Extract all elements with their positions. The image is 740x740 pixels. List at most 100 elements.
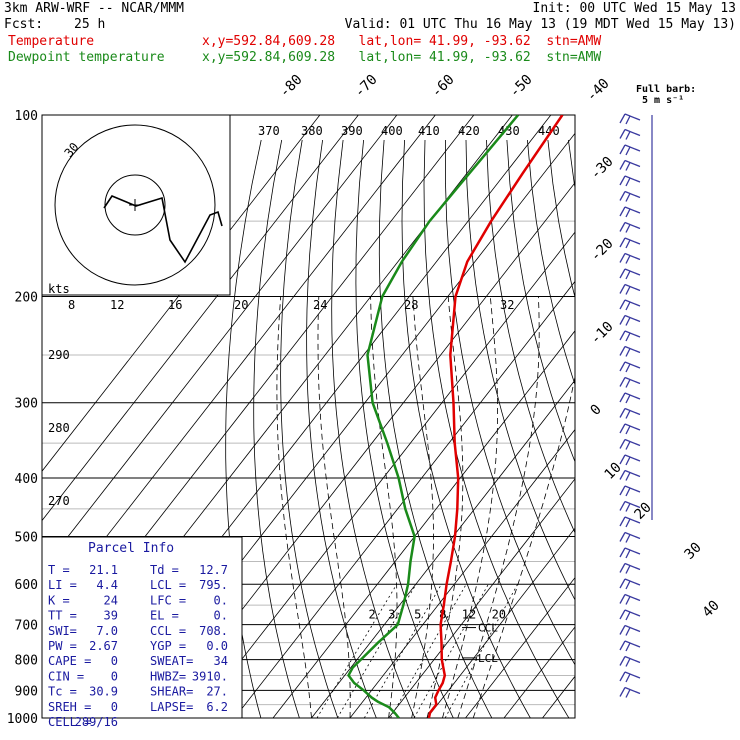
- parcel-value: 24: [104, 593, 118, 607]
- moist-adiabat--10: [276, 296, 312, 718]
- parcel-title: Parcel Info: [88, 541, 174, 556]
- parcel-key: SHEAR=: [150, 685, 193, 699]
- dry-adiabat-330: [423, 139, 570, 718]
- theta-label-270: 270: [48, 494, 70, 508]
- wind-barb: [619, 299, 641, 311]
- dry-adiabat-370: [506, 139, 575, 463]
- dry-adiabat-410: [589, 140, 740, 731]
- parcel-key: CELL =: [48, 715, 91, 729]
- hodograph-tick-8: 8: [68, 298, 75, 312]
- dry-adiabat-270: [280, 139, 339, 718]
- pressure-label-100: 100: [15, 109, 38, 124]
- moist-adiabat-32: [472, 375, 575, 718]
- wind-barb: [619, 454, 641, 466]
- wind-barb: [619, 655, 641, 667]
- hodograph-tick-24: 24: [313, 298, 327, 312]
- wind-barb: [619, 578, 641, 590]
- dry-adiabat-290: [331, 139, 416, 718]
- parcel-key: EL =: [150, 609, 179, 623]
- pressure-label-1000: 1000: [7, 712, 38, 727]
- mixing-ratio-label-20: 20: [492, 608, 506, 622]
- series-line-temperature: [427, 115, 564, 718]
- theta-label-380: 380: [301, 124, 323, 138]
- parcel-value: 39: [104, 609, 118, 623]
- dry-adiabat-430: [630, 140, 740, 731]
- wind-barb: [619, 469, 641, 481]
- isotherm-label-10: 10: [602, 460, 625, 483]
- isotherm-label-40: 40: [700, 598, 723, 621]
- mixing-ratio-3: [337, 583, 417, 718]
- location-line-1: x,y=592.84,609.28 lat,lon= 41.99, -93.62…: [202, 34, 602, 49]
- wind-barb: [619, 686, 641, 698]
- mixing-ratio-12: [413, 584, 489, 718]
- pressure-label-200: 200: [15, 291, 38, 306]
- isotherm-label-30: 30: [682, 540, 705, 563]
- pressure-label-600: 600: [15, 578, 38, 593]
- parcel-value: 6.2: [206, 700, 228, 714]
- moist-adiabat-10: [370, 296, 398, 718]
- parcel-value: 34: [214, 654, 228, 668]
- moist-adiabat-16: [411, 296, 434, 718]
- parcel-key: PW =: [48, 639, 77, 653]
- theta-label-290: 290: [48, 348, 70, 362]
- mixing-ratio-label-5: 5: [414, 608, 421, 622]
- marker-lcl: LCL: [478, 652, 498, 665]
- parcel-value: 795.: [199, 578, 228, 592]
- wind-barb: [619, 485, 641, 497]
- mixing-ratio-label-3: 3: [388, 608, 395, 622]
- mixing-ratio-2: [316, 583, 398, 718]
- fcst-label: Fcst:: [4, 17, 44, 32]
- moist-adiabat-28: [457, 296, 540, 718]
- mixing-ratio-20: [444, 584, 519, 718]
- parcel-value: 0: [111, 700, 118, 714]
- parcel-key: Tc =: [48, 685, 77, 699]
- wind-barb: [619, 268, 641, 280]
- parcel-info-box: Parcel Info T = 21.1 Td = 12.7 LI = 4.4 LCL = 79…: [41, 536, 243, 729]
- wind-barb: [619, 593, 641, 605]
- theta-label-400: 400: [381, 124, 403, 138]
- isotherm--40: [195, 231, 575, 718]
- parcel-key: LI =: [48, 578, 77, 592]
- hodograph-kts-label: kts: [48, 282, 70, 296]
- header: 3km ARW-WRF -- NCAR/MMM Init: 00 UTC Wed…: [0, 0, 740, 70]
- pressure-label-500: 500: [15, 530, 38, 545]
- isotherm-0: [349, 428, 575, 718]
- fcst-value: 25 h: [74, 17, 106, 32]
- wind-barbs: [619, 113, 653, 698]
- parcel-key: CCL =: [150, 624, 186, 638]
- parcel-value: 0.0: [206, 639, 228, 653]
- wind-barb: [619, 547, 641, 559]
- wind-barb: [619, 345, 641, 357]
- dry-adiabats: [225, 139, 740, 731]
- wind-barb: [619, 392, 641, 404]
- hodograph-ring-inner: [104, 174, 166, 236]
- isotherm-10: [388, 478, 575, 718]
- mixing-ratio-label-2: 2: [369, 608, 376, 622]
- wind-barb: [619, 252, 641, 264]
- isotherm--130: [42, 115, 321, 472]
- barb-key-line2: 5 m s⁻¹: [642, 95, 684, 106]
- parcel-value: 12.7: [199, 563, 228, 577]
- dry-adiabat-450: [671, 140, 740, 731]
- hodograph-tick-16: 16: [168, 298, 182, 312]
- parcel-value: 708.: [199, 624, 228, 638]
- wind-barb: [619, 283, 641, 295]
- dry-adiabat-360: [486, 139, 575, 534]
- init-time: Init: 00 UTC Wed 15 May 13: [532, 1, 737, 16]
- parcel-key: SREH =: [48, 700, 91, 714]
- parcel-value: 3910.: [192, 669, 228, 683]
- parcel-value: 21.1: [89, 563, 118, 577]
- pressure-label-400: 400: [15, 472, 38, 487]
- isotherm-label--10: -10: [588, 319, 617, 348]
- moist-adiabat-20: [426, 296, 464, 718]
- dry-adiabat-480: [732, 140, 740, 731]
- dry-adiabat-350: [465, 139, 575, 601]
- parcel-value: 27.: [206, 685, 228, 699]
- wind-barb: [619, 500, 641, 512]
- wind-barb: [619, 423, 641, 435]
- wind-barb: [619, 330, 641, 342]
- wind-barb: [619, 237, 641, 249]
- wind-barb: [619, 671, 641, 683]
- hodograph-trace: [103, 195, 223, 264]
